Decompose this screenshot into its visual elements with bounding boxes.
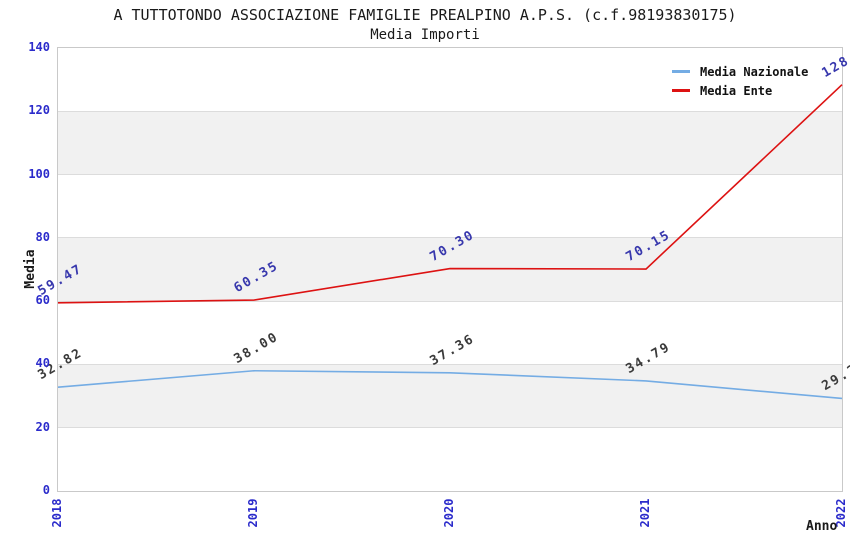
legend: Media Nazionale Media Ente	[672, 62, 808, 100]
y-tick-label: 120	[28, 103, 50, 118]
legend-item-media-nazionale: Media Nazionale	[672, 62, 808, 81]
y-axis-title: Media	[23, 249, 38, 289]
legend-label-media-ente: Media Ente	[700, 83, 773, 98]
y-tick-label: 100	[28, 166, 50, 181]
plot-band	[58, 111, 842, 175]
plot-band	[58, 364, 842, 428]
legend-swatch-media-ente	[672, 89, 690, 92]
gridline	[58, 237, 842, 239]
x-tick-label: 2020	[442, 498, 456, 528]
series-line-0	[57, 369, 843, 400]
x-tick-label: 2019	[246, 498, 260, 528]
plot-area	[57, 47, 843, 492]
x-tick-label: 2018	[50, 498, 64, 528]
gridline	[58, 300, 842, 302]
gridline	[58, 110, 842, 112]
series-line-1	[57, 84, 843, 304]
y-tick-label: 20	[35, 419, 50, 434]
y-tick-label: 40	[35, 356, 50, 371]
plot-band	[58, 237, 842, 302]
legend-item-media-ente: Media Ente	[672, 81, 808, 100]
legend-swatch-media-nazionale	[672, 70, 690, 73]
y-tick-label: 140	[28, 40, 50, 54]
x-tick-label: 2021	[638, 498, 652, 528]
legend-label-media-nazionale: Media Nazionale	[700, 64, 809, 79]
y-tick-label: 0	[42, 483, 50, 497]
chart-subtitle: Media Importi	[370, 27, 480, 43]
gridline	[58, 427, 842, 429]
chart-title: A TUTTOTONDO ASSOCIAZIONE FAMIGLIE PREAL…	[113, 6, 737, 24]
x-axis-title: Anno	[806, 519, 838, 534]
y-tick-label: 60	[35, 293, 50, 308]
gridline	[58, 363, 842, 365]
gridline	[58, 174, 842, 176]
y-tick-label: 80	[35, 229, 50, 244]
series-lines	[57, 84, 843, 400]
